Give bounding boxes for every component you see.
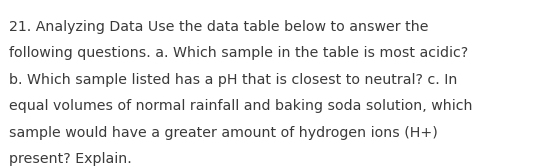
Text: equal volumes of normal rainfall and baking soda solution, which: equal volumes of normal rainfall and bak… <box>9 99 473 113</box>
Text: sample would have a greater amount of hydrogen ions (H+): sample would have a greater amount of hy… <box>9 126 437 140</box>
Text: following questions. a. Which sample in the table is most acidic?: following questions. a. Which sample in … <box>9 46 468 60</box>
Text: 21. Analyzing Data Use the data table below to answer the: 21. Analyzing Data Use the data table be… <box>9 20 429 34</box>
Text: present? Explain.: present? Explain. <box>9 152 132 166</box>
Text: b. Which sample listed has a pH that is closest to neutral? c. In: b. Which sample listed has a pH that is … <box>9 73 458 87</box>
